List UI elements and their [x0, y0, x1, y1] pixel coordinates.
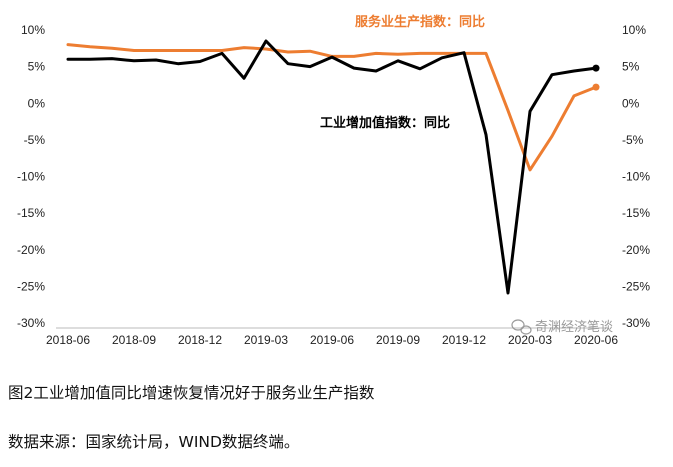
y-tick-label-left: 10%	[21, 23, 45, 37]
series-line-industry	[66, 39, 598, 295]
x-tick-label: 2018-12	[178, 333, 222, 347]
series-layer	[66, 39, 600, 295]
y-tick-label-right: -20%	[622, 243, 650, 257]
x-tick-label: 2019-06	[310, 333, 354, 347]
y-tick-label-right: -30%	[622, 316, 650, 330]
y-tick-label-right: -15%	[622, 206, 650, 220]
y-tick-label-left: -5%	[24, 133, 46, 147]
series-label-services: 服务业生产指数：同比	[355, 14, 485, 30]
series-line-services	[66, 43, 598, 172]
wechat-icon	[511, 319, 532, 335]
y-tick-label-right: -10%	[622, 170, 650, 184]
watermark-text: 奇渊经济笔谈	[535, 319, 613, 335]
x-tick-label: 2019-03	[244, 333, 288, 347]
y-tick-label-left: -30%	[17, 316, 45, 330]
watermark: 奇渊经济笔谈	[511, 319, 613, 335]
line-chart: 10% 5% 0% -5% -10% -15% -20% -25% -30% 10% 5% 0% -5…	[17, 14, 650, 347]
y-axis-left: 10% 5% 0% -5% -10% -15% -20% -25% -30%	[17, 23, 45, 330]
x-tick-label: 2020-03	[508, 333, 552, 347]
data-source: 数据来源：国家统计局，WIND数据终端。	[8, 433, 300, 451]
x-tick-label: 2018-06	[46, 333, 90, 347]
series-label-industry: 工业增加值指数：同比	[320, 115, 450, 131]
x-tick-label: 2019-12	[442, 333, 486, 347]
y-tick-label-left: -15%	[17, 206, 45, 220]
y-tick-label-right: -5%	[622, 133, 644, 147]
x-tick-label: 2018-09	[112, 333, 156, 347]
y-axis-right: 10% 5% 0% -5% -10% -15% -20% -25% -30%	[622, 23, 650, 330]
y-tick-label-left: -25%	[17, 279, 45, 293]
y-tick-label-right: 0%	[622, 96, 640, 110]
y-tick-label-left: 5%	[28, 60, 46, 74]
y-tick-label-right: -25%	[622, 279, 650, 293]
y-tick-label-left: -20%	[17, 243, 45, 257]
figure-caption: 图2工业增加值同比增速恢复情况好于服务业生产指数	[8, 384, 375, 402]
chart-svg: 10% 5% 0% -5% -10% -15% -20% -25% -30% 10% 5% 0% -5…	[17, 14, 650, 347]
y-tick-label-left: 0%	[28, 96, 46, 110]
x-tick-label: 2019-09	[376, 333, 420, 347]
y-tick-label-left: -10%	[17, 170, 45, 184]
y-tick-label-right: 5%	[622, 60, 640, 74]
y-tick-label-right: 10%	[622, 23, 646, 37]
series-end-point-services	[592, 83, 600, 91]
x-axis: 2018-06 2018-09 2018-12 2019-03 2019-06 2019-…	[46, 327, 618, 347]
x-tick-label: 2020-06	[574, 333, 618, 347]
series-end-point-industry	[592, 64, 600, 72]
